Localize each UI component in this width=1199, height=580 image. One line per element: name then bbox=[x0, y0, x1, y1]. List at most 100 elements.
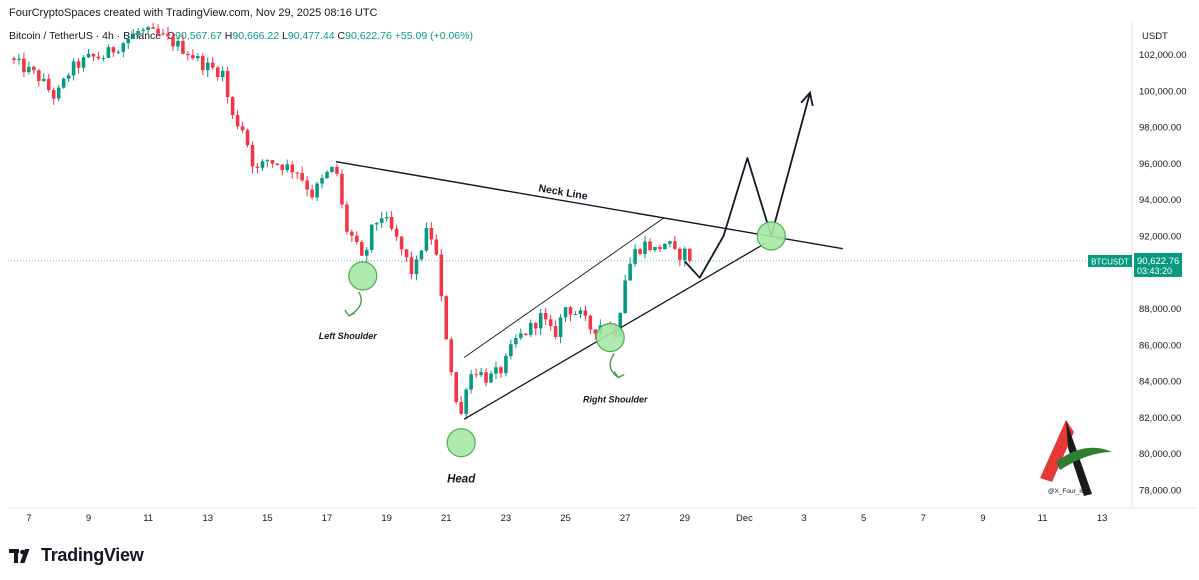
candle-body bbox=[91, 53, 96, 57]
annotation-arrow bbox=[609, 353, 619, 379]
high-value: 90,666.22 bbox=[232, 30, 280, 42]
time-tick-label: 9 bbox=[86, 513, 91, 524]
candle-body bbox=[583, 310, 588, 316]
candle-body bbox=[504, 356, 508, 374]
candle-body bbox=[245, 130, 250, 146]
time-tick-label: 23 bbox=[501, 513, 512, 524]
time-tick-label: 29 bbox=[679, 513, 690, 524]
low-label: L bbox=[282, 30, 288, 42]
candle-body bbox=[628, 263, 632, 281]
marker-breakout bbox=[756, 221, 786, 251]
candle-body bbox=[17, 58, 21, 60]
price-tick-label: 86,000.00 bbox=[1139, 340, 1181, 351]
candle-body bbox=[350, 231, 354, 236]
candle-body bbox=[528, 322, 533, 335]
neckline-label: Neck Line bbox=[538, 182, 589, 202]
candle-body bbox=[275, 163, 280, 165]
time-tick-label: 13 bbox=[1097, 513, 1108, 524]
marker-right-shoulder bbox=[595, 322, 625, 353]
candle-body bbox=[126, 38, 131, 44]
candle-body bbox=[479, 372, 483, 376]
candle-body bbox=[305, 180, 309, 190]
projection-arrowhead bbox=[800, 90, 814, 107]
watermark-logo-red bbox=[1040, 420, 1074, 482]
bar-countdown: 03:43:20 bbox=[1137, 266, 1172, 276]
candle-body bbox=[191, 55, 195, 59]
candle-body bbox=[643, 241, 647, 254]
candle-body bbox=[300, 173, 304, 181]
candle-body bbox=[399, 236, 404, 250]
price-tick-label: 94,000.00 bbox=[1139, 195, 1181, 206]
symbol-tag bbox=[1088, 254, 1132, 267]
candle-body bbox=[638, 248, 642, 254]
symbol-name[interactable]: Bitcoin / TetherUS · 4h · Binance bbox=[9, 30, 162, 42]
candle-body bbox=[46, 78, 51, 91]
price-tick-label: 100,000.00 bbox=[1139, 86, 1187, 97]
price-tick-label: 82,000.00 bbox=[1139, 413, 1181, 424]
candle-body bbox=[369, 224, 374, 250]
time-tick-label: 13 bbox=[202, 513, 213, 524]
candle-body bbox=[51, 90, 56, 99]
candle-body bbox=[618, 313, 622, 337]
change-value: +55.09 (+0.06%) bbox=[394, 30, 473, 42]
low-value: 90,477.44 bbox=[287, 30, 335, 42]
price-tick-label: 78,000.00 bbox=[1139, 485, 1181, 496]
price-tick-label: 92,000.00 bbox=[1139, 231, 1181, 242]
candle-body bbox=[146, 27, 150, 30]
candle-body bbox=[176, 40, 180, 47]
candle-body bbox=[310, 189, 314, 198]
candle-body bbox=[61, 78, 66, 88]
candle-body bbox=[345, 204, 349, 232]
time-tick-label: 9 bbox=[980, 513, 985, 524]
candle-body bbox=[648, 241, 652, 251]
candle-body bbox=[320, 178, 324, 184]
candle-body bbox=[96, 56, 101, 59]
candle-body bbox=[687, 248, 692, 261]
candle-body bbox=[101, 57, 106, 59]
candle-body bbox=[290, 164, 295, 173]
candle-body bbox=[166, 33, 170, 37]
candle-body bbox=[260, 161, 265, 168]
symbol-info-bar: Bitcoin / TetherUS · 4h · Binance O90,56… bbox=[9, 30, 473, 42]
currency-label: USDT bbox=[1142, 31, 1168, 42]
time-tick-label: 19 bbox=[381, 513, 392, 524]
tradingview-logo[interactable]: TradingView bbox=[9, 545, 144, 566]
candle-body bbox=[220, 70, 225, 78]
candle-body bbox=[538, 312, 543, 329]
annotation-arrowhead bbox=[344, 309, 356, 317]
candle-body bbox=[181, 40, 185, 54]
time-tick-label: 7 bbox=[921, 513, 926, 524]
candle-body bbox=[394, 228, 399, 237]
last-price-value: 90,622.76 bbox=[1137, 256, 1179, 267]
last-price-tag bbox=[1134, 252, 1182, 277]
candle-body bbox=[573, 313, 578, 315]
candle-body bbox=[265, 160, 270, 162]
price-tick-label: 102,000.00 bbox=[1139, 50, 1187, 61]
candle-body bbox=[464, 389, 468, 414]
candle-body bbox=[558, 317, 563, 338]
open-value: 90,567.67 bbox=[175, 30, 222, 42]
marker-left-shoulder bbox=[348, 261, 378, 291]
candle-body bbox=[355, 235, 359, 243]
author-watermark: @X_Four_iv bbox=[1040, 420, 1112, 496]
candle-body bbox=[295, 172, 299, 174]
candle-body bbox=[360, 242, 364, 256]
time-axis[interactable]: 7 9 11 13 15 17 19 21 23 25 27 29 Dec 3 5 7 9 11 13 bbox=[26, 513, 1107, 524]
candle-body bbox=[201, 56, 205, 71]
candle-body bbox=[519, 333, 523, 338]
candle-body bbox=[469, 374, 473, 390]
candle-body bbox=[514, 337, 518, 345]
candle-body bbox=[186, 53, 190, 56]
candle-body bbox=[663, 243, 667, 250]
candle-body bbox=[494, 367, 498, 374]
candle-body bbox=[330, 166, 334, 172]
candle-body bbox=[106, 47, 111, 58]
candle-body bbox=[658, 247, 662, 250]
price-axis[interactable]: USDT 102,000.00 100,000.00 98,000.00 96,000.… bbox=[8, 31, 1187, 496]
tradingview-brand-text: TradingView bbox=[41, 545, 144, 565]
candle-body bbox=[623, 280, 627, 314]
high-label: H bbox=[224, 30, 233, 42]
candle-body bbox=[459, 402, 463, 414]
price-tick-label: 84,000.00 bbox=[1139, 377, 1181, 388]
